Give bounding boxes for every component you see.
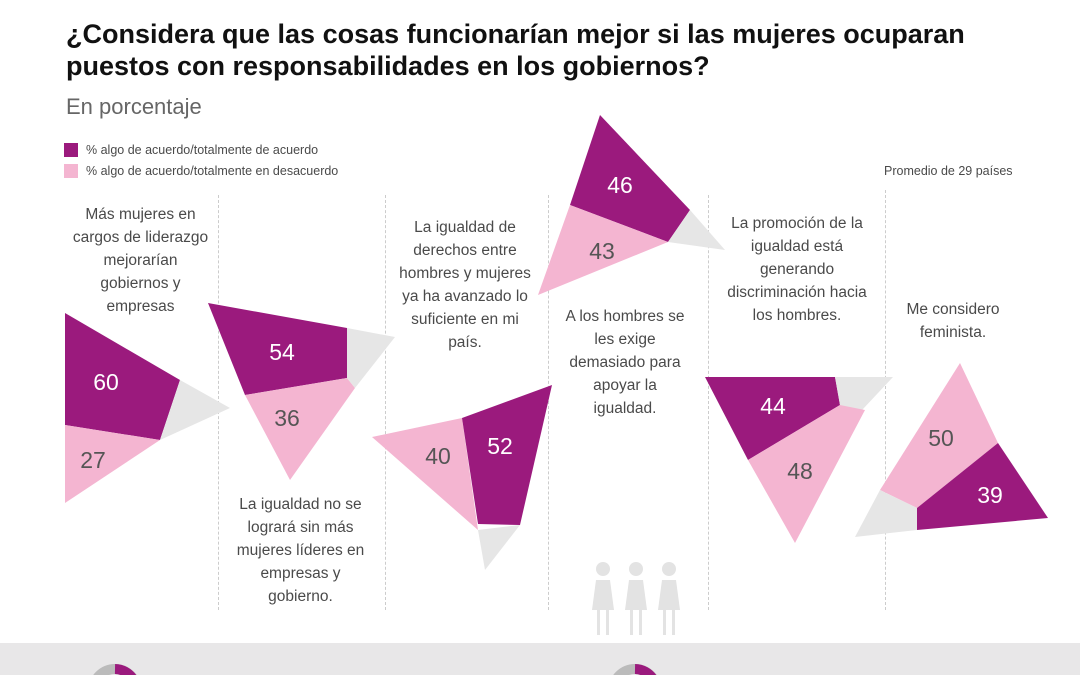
other-segment: [347, 328, 395, 388]
disagree-value: 40: [425, 443, 451, 469]
divider: [885, 190, 886, 610]
statement-3: La igualdad de derechos entre hombres y …: [399, 219, 531, 351]
agree-value: 46: [607, 172, 633, 198]
other-segment: [478, 525, 520, 570]
women-icon: [592, 562, 680, 635]
other-segment: [160, 380, 230, 440]
statement-4: A los hombres se les exige demasiado par…: [565, 308, 685, 417]
bottom-band: [0, 643, 1080, 680]
legend-item-disagree: % algo de acuerdo/totalmente en desacuer…: [64, 164, 338, 178]
statement-1: Más mujeres en cargos de liderazgo mejor…: [72, 206, 209, 315]
item-3: 40 52: [372, 385, 552, 570]
chart-title: ¿Considera que las cosas funcionarían me…: [66, 19, 965, 81]
disagree-value: 50: [928, 425, 954, 451]
disagree-segment: [65, 425, 160, 503]
other-segment: [668, 210, 725, 250]
item-4: 46 43: [538, 115, 725, 295]
donut-icons: [90, 664, 660, 680]
agree-segment: [570, 115, 690, 242]
divider: [385, 195, 386, 610]
item-2: 54 36: [208, 303, 395, 480]
divider: [548, 195, 549, 610]
disagree-segment: [245, 378, 355, 480]
chart-subtitle: En porcentaje: [66, 94, 202, 119]
agree-value: 44: [760, 393, 786, 419]
statement-5: La promoción de la igualdad está generan…: [727, 215, 867, 324]
disagree-segment: [748, 405, 865, 543]
statement-2: La igualdad no se logrará sin más mujere…: [236, 496, 365, 605]
item-5: 44 48: [705, 377, 893, 543]
agree-value: 54: [269, 339, 295, 365]
disagree-value: 36: [274, 405, 300, 431]
agree-segment: [208, 303, 347, 395]
item-6: 50 39: [855, 363, 1048, 537]
disagree-value: 43: [589, 238, 615, 264]
legend-swatch-agree: [64, 143, 78, 157]
legend-item-agree: % algo de acuerdo/totalmente de acuerdo: [64, 143, 318, 157]
triangle-chart: 60 27 54 36 40 52 46 43 44 48 50 39: [65, 115, 1048, 635]
agree-segment: [705, 377, 840, 460]
disagree-value: 27: [80, 447, 106, 473]
agree-segment: [462, 385, 552, 525]
disagree-segment: [880, 363, 998, 508]
donut-icon: [90, 664, 140, 680]
agree-value: 39: [977, 482, 1003, 508]
agree-segment: [917, 443, 1048, 530]
agree-value: 60: [93, 369, 119, 395]
average-note: Promedio de 29 países: [884, 164, 1013, 178]
legend-label: % algo de acuerdo/totalmente de acuerdo: [86, 143, 319, 157]
agree-segment: [65, 313, 180, 440]
disagree-value: 48: [787, 458, 813, 484]
item-1: 60 27: [65, 313, 230, 503]
disagree-segment: [372, 418, 478, 530]
legend-label: % algo de acuerdo/totalmente en desacuer…: [86, 164, 339, 178]
donut-icon: [610, 664, 660, 680]
other-segment: [855, 490, 917, 537]
disagree-segment: [538, 205, 668, 295]
divider: [708, 195, 709, 610]
statement-6: Me considero feminista.: [906, 301, 1000, 341]
legend-swatch-disagree: [64, 164, 78, 178]
agree-value: 52: [487, 433, 513, 459]
